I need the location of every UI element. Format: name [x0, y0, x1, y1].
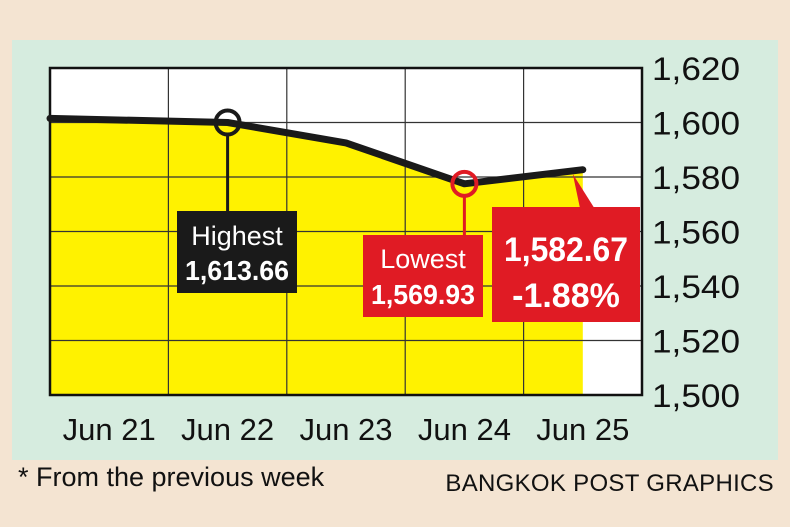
highest-label-box	[177, 211, 297, 293]
x-tick-label: Jun 24	[418, 412, 511, 447]
close-callout-box	[492, 207, 640, 322]
area-fill	[50, 118, 583, 396]
y-tick-label: 1,620	[652, 51, 740, 87]
x-tick-label: Jun 25	[536, 412, 629, 447]
y-tick-label: 1,580	[652, 160, 740, 196]
close-callout-pointer	[572, 174, 597, 212]
y-tick-label: 1,560	[652, 215, 740, 251]
y-tick-label: 1,540	[652, 269, 740, 305]
lowest-value: 1,569.93	[371, 279, 475, 310]
highest-marker	[213, 108, 242, 137]
highest-label: Highest	[191, 221, 283, 251]
footnote: * From the previous week	[18, 462, 325, 492]
credit-line: BANGKOK POST GRAPHICS	[445, 470, 774, 497]
close-value: 1,582.67	[504, 231, 628, 269]
highest-value: 1,613.66	[185, 255, 289, 286]
x-tick-label: Jun 22	[181, 412, 274, 447]
lowest-marker	[450, 169, 479, 198]
lowest-label-box	[363, 235, 483, 317]
x-tick-label: Jun 21	[63, 412, 156, 447]
close-change: -1.88%	[512, 277, 620, 315]
lowest-label: Lowest	[380, 244, 466, 274]
x-tick-label: Jun 23	[299, 412, 392, 447]
y-tick-label: 1,520	[652, 324, 740, 360]
plot-border	[48, 66, 644, 397]
y-tick-label: 1,500	[652, 378, 740, 414]
y-tick-label: 1,600	[652, 106, 740, 142]
